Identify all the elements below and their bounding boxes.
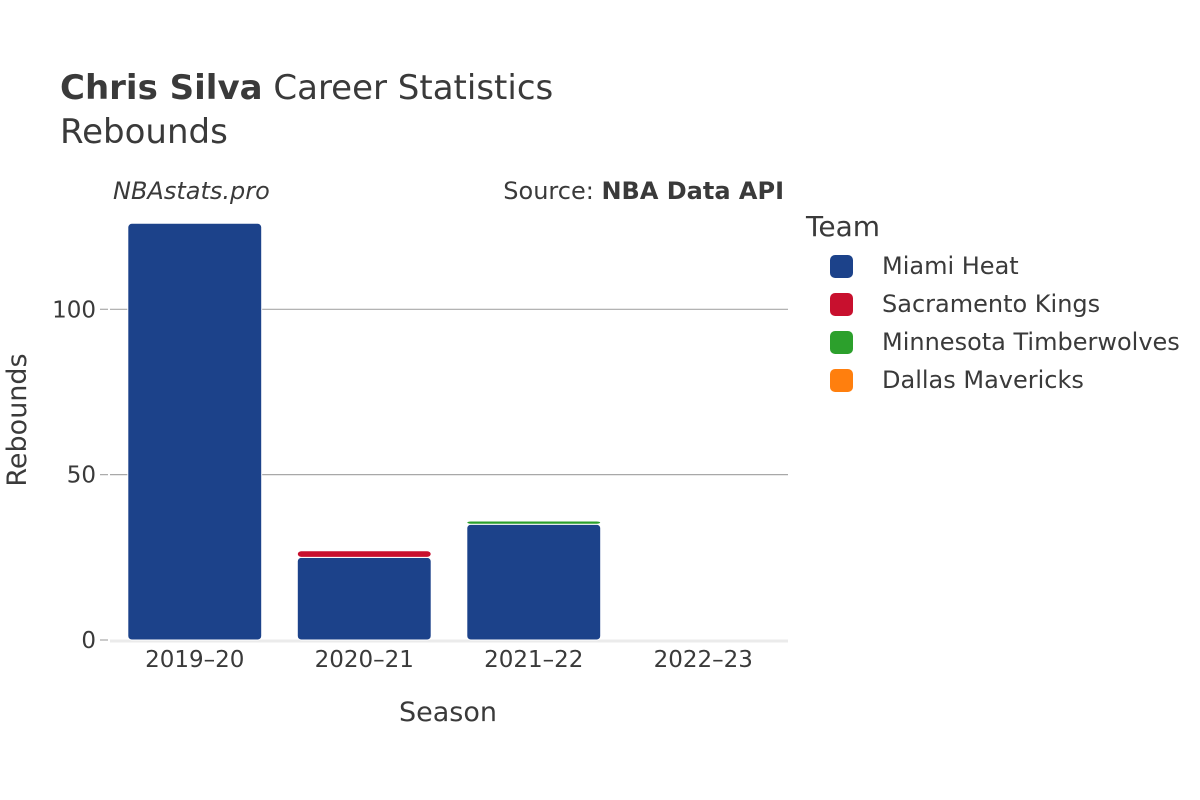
bar-miami-heat-2019–20	[127, 222, 263, 641]
legend-item-sacramento-kings[interactable]: Sacramento Kings	[830, 289, 1100, 319]
bar-sacramento-kings-2020–21	[296, 550, 432, 558]
y-axis-label: Rebounds	[2, 353, 33, 486]
legend-label: Miami Heat	[882, 252, 1019, 280]
bar-minnesota-timberwolves-2021–22	[466, 520, 602, 525]
x-tick-label: 2020–21	[315, 647, 414, 673]
title-rest: Career Statistics	[273, 68, 554, 108]
site-credit: NBAstats.pro	[113, 177, 270, 205]
chart-title: Chris Silva Career Statistics	[60, 68, 553, 108]
x-tick-label: 2021–22	[484, 647, 583, 673]
chart-subtitle: Rebounds	[60, 112, 228, 152]
legend-swatch	[830, 292, 853, 316]
source-name: NBA Data API	[601, 177, 784, 205]
y-tick-label: 0	[81, 628, 96, 654]
bar-miami-heat-2020–21	[296, 556, 432, 641]
bar-miami-heat-2021–22	[466, 523, 602, 641]
x-axis-label: Season	[399, 697, 497, 728]
legend-title: Team	[806, 210, 881, 243]
y-axis: 0 50 100	[52, 297, 108, 654]
legend-item-miami-heat[interactable]: Miami Heat	[830, 251, 1019, 281]
legend-swatch	[830, 254, 853, 278]
legend-label: Minnesota Timberwolves	[882, 328, 1180, 356]
x-tick-label: 2019–20	[145, 647, 244, 673]
legend-swatch	[830, 330, 853, 354]
legend-swatch	[830, 368, 853, 392]
y-tick-label: 100	[52, 297, 96, 323]
legend-item-minnesota-timberwolves[interactable]: Minnesota Timberwolves	[830, 327, 1180, 357]
legend-label: Dallas Mavericks	[882, 366, 1084, 394]
legend-item-dallas-mavericks[interactable]: Dallas Mavericks	[830, 365, 1084, 395]
bars	[127, 222, 602, 641]
x-axis: 2019–20 2020–21 2021–22 2022–23	[145, 647, 753, 673]
x-tick-label: 2022–23	[654, 647, 753, 673]
y-tick-label: 50	[67, 463, 96, 489]
legend-label: Sacramento Kings	[882, 290, 1101, 318]
data-source: Source: NBA Data API	[503, 177, 784, 205]
source-prefix: Source:	[503, 177, 594, 205]
player-name: Chris Silva	[60, 68, 263, 108]
